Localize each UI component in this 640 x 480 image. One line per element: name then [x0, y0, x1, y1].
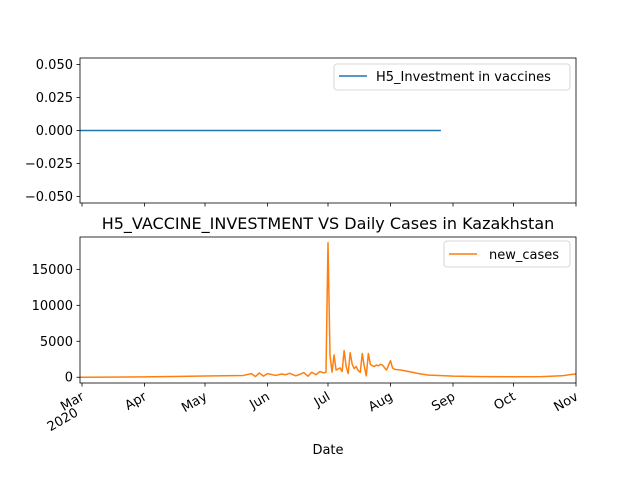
new-cases-series-line	[79, 242, 577, 378]
bottom-axes-frame	[79, 236, 577, 384]
bottom-x-axis-label: Date	[312, 443, 343, 458]
bottom-legend-box	[443, 240, 571, 268]
bottom-x-tick-label: Jul	[311, 389, 333, 410]
top-y-tick-label: 0.000	[36, 124, 73, 139]
top-y-ticks: −0.050 −0.025 0.000 0.025 0.050	[25, 58, 80, 205]
bottom-legend-label: new_cases	[489, 248, 559, 263]
top-y-tick-label: 0.050	[36, 58, 73, 73]
bottom-y-tick-label: 15000	[32, 263, 73, 278]
bottom-chart-title: H5_VACCINE_INVESTMENT VS Daily Cases in …	[102, 214, 555, 234]
bottom-legend: new_cases	[443, 240, 571, 268]
top-y-tick-label: 0.025	[36, 91, 73, 106]
top-chart: −0.050 −0.025 0.000 0.025 0.050 H5_Investmen…	[25, 57, 577, 207]
top-x-ticks	[81, 203, 577, 207]
bottom-y-ticks: 0 5000 10000 15000	[32, 263, 80, 386]
bottom-y-tick-label: 10000	[32, 299, 73, 314]
top-y-tick-label: −0.025	[25, 157, 73, 172]
bottom-series-layer	[79, 242, 577, 378]
top-legend: H5_Investment in vaccines	[333, 63, 571, 91]
bottom-y-tick-label: 5000	[40, 335, 73, 350]
top-axes-frame	[79, 57, 577, 204]
bottom-y-tick-label: 0	[65, 371, 73, 386]
top-legend-label: H5_Investment in vaccines	[376, 70, 551, 85]
top-legend-box	[333, 63, 571, 91]
top-y-tick-label: −0.050	[25, 190, 73, 205]
